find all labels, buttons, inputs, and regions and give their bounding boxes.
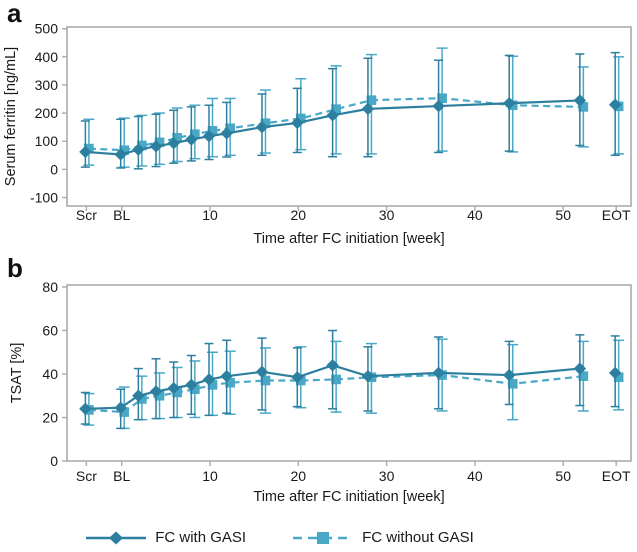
svg-text:-100: -100 [30, 190, 58, 206]
svg-text:0: 0 [50, 161, 58, 177]
svg-text:10: 10 [202, 207, 218, 223]
svg-text:300: 300 [35, 77, 59, 93]
svg-text:10: 10 [202, 468, 218, 484]
svg-text:BL: BL [113, 207, 130, 223]
svg-text:20: 20 [291, 468, 307, 484]
svg-text:100: 100 [35, 133, 59, 149]
svg-text:500: 500 [35, 21, 59, 37]
legend-label-fc-with-gasi: FC with GASI [155, 529, 247, 546]
solid-line-diamond-icon [86, 531, 147, 544]
svg-text:Time after FC initiation [week: Time after FC initiation [week] [253, 489, 444, 505]
legend: FC with GASI FC without GASI [0, 529, 637, 546]
svg-text:20: 20 [291, 207, 307, 223]
svg-text:0: 0 [50, 453, 58, 469]
svg-text:30: 30 [379, 468, 395, 484]
svg-text:TSAT [%]: TSAT [%] [9, 343, 25, 404]
legend-item-fc-without-gasi: FC without GASI [292, 529, 474, 546]
panel-a-letter: a [7, 0, 22, 28]
panel-b-letter: b [7, 253, 23, 283]
svg-text:40: 40 [42, 366, 58, 382]
svg-text:Time after FC initiation [week: Time after FC initiation [week] [253, 231, 444, 247]
svg-text:30: 30 [379, 207, 395, 223]
svg-text:80: 80 [42, 279, 58, 295]
svg-text:40: 40 [467, 468, 483, 484]
dashed-line-square-icon [293, 531, 354, 544]
svg-text:40: 40 [467, 207, 483, 223]
svg-text:Scr: Scr [76, 207, 97, 223]
svg-text:200: 200 [35, 105, 59, 121]
svg-text:EOT: EOT [602, 468, 631, 484]
svg-text:60: 60 [42, 323, 58, 339]
svg-text:20: 20 [42, 410, 58, 426]
svg-text:Serum ferritin [ng/mL]: Serum ferritin [ng/mL] [3, 47, 19, 186]
svg-text:Scr: Scr [76, 468, 97, 484]
legend-label-fc-without-gasi: FC without GASI [362, 529, 474, 546]
svg-text:BL: BL [113, 468, 130, 484]
svg-text:50: 50 [555, 468, 571, 484]
svg-text:400: 400 [35, 49, 59, 65]
svg-text:EOT: EOT [602, 207, 631, 223]
legend-item-fc-with-gasi: FC with GASI [85, 529, 246, 546]
svg-text:50: 50 [555, 207, 571, 223]
